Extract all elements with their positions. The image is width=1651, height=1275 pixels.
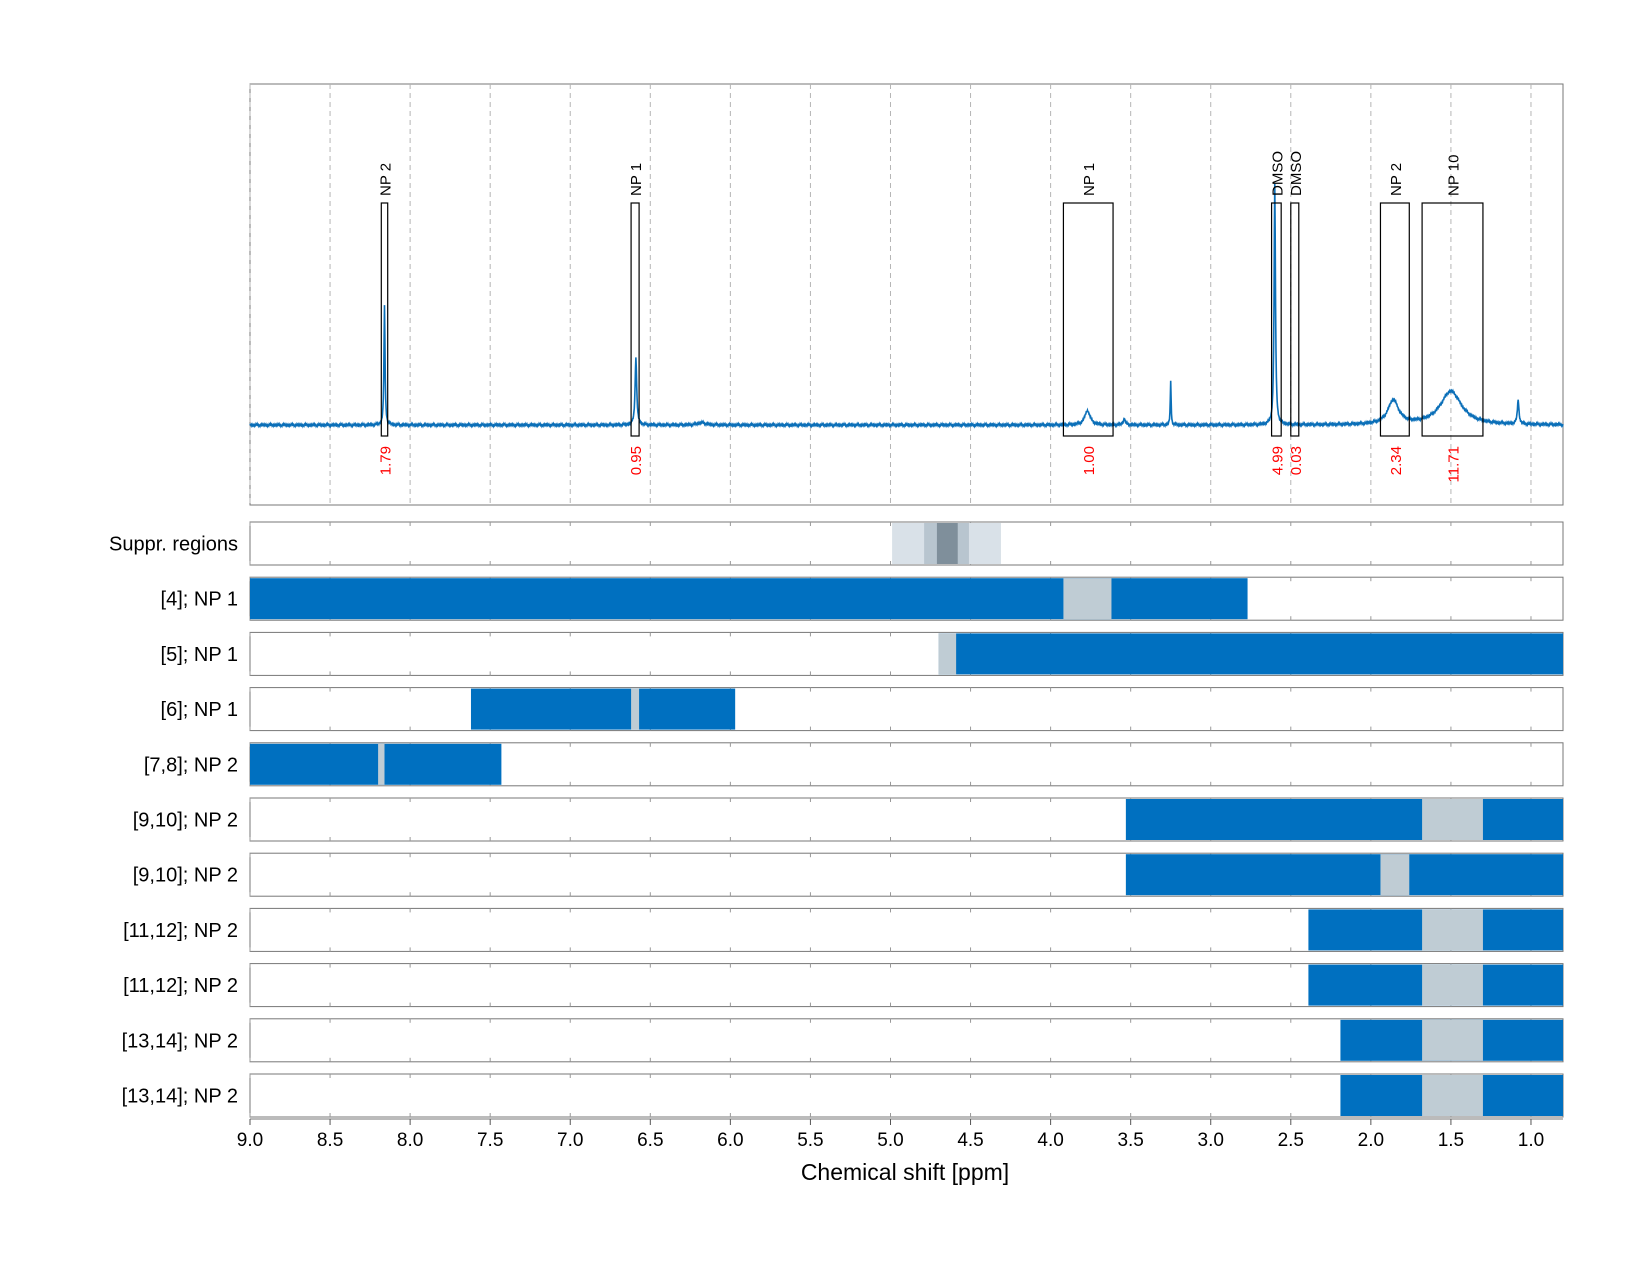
x-tick-label: 3.0 <box>1198 1130 1224 1151</box>
x-tick-label: 9.0 <box>237 1130 263 1151</box>
fit-region-bar <box>470 688 736 730</box>
integral-value: 2.34 <box>1388 446 1405 475</box>
region-label: NP 1 <box>628 163 645 196</box>
integration-region-box <box>380 202 389 437</box>
x-tick-label: 3.5 <box>1117 1130 1143 1151</box>
signal-region-bar <box>631 688 640 730</box>
fit-region-bar <box>250 743 502 785</box>
signal-region-bar <box>1422 799 1483 840</box>
track-label: Suppr. regions <box>109 534 238 556</box>
x-axis: 9.0 8.5 8.0 7.5 7.0 6.5 6.0 5.5 5.0 4.5 4.0 3.5 3.0 2… <box>237 1118 1563 1151</box>
track-label: [11,12]; NP 2 <box>123 920 238 942</box>
track-row: [6]; NP 1 <box>161 687 1564 732</box>
track-label: [4]; NP 1 <box>161 589 238 611</box>
x-tick-label: 8.0 <box>397 1130 423 1151</box>
spectrum-line <box>249 183 1564 429</box>
track-label: [11,12]; NP 2 <box>123 975 238 997</box>
spectrum-panel: NP 2 1.79 NP 1 0.95 NP 1 1.00 DMSO 4.99 DMSO 0.03… <box>249 83 1564 506</box>
integration-region-box <box>1290 202 1300 437</box>
suppression-band <box>936 523 958 564</box>
x-tick-label: 8.5 <box>317 1130 343 1151</box>
integration-region-box <box>1062 202 1114 437</box>
integral-value: 11.71 <box>1446 446 1463 482</box>
fit-region-bar <box>1125 854 1563 896</box>
signal-region-bar <box>1422 1019 1483 1061</box>
x-tick-label: 5.5 <box>797 1130 823 1151</box>
integral-value: 1.79 <box>378 446 395 475</box>
region-label: DMSO <box>1269 151 1286 196</box>
track-label: [5]; NP 1 <box>161 644 238 666</box>
track-row: [5]; NP 1 <box>161 631 1564 676</box>
tracks-panel: Suppr. regions [4]; NP 1 [5]; NP 1 [6]; NP … <box>109 521 1564 1118</box>
track-row: [4]; NP 1 <box>161 576 1564 621</box>
integral-value: 4.99 <box>1269 446 1286 475</box>
track-label: [9,10]; NP 2 <box>133 865 238 887</box>
x-tick-label: 2.5 <box>1278 1130 1304 1151</box>
track-row: [11,12]; NP 2 <box>123 963 1564 1008</box>
fit-region-bar <box>938 633 1563 675</box>
integration-region-box <box>1421 202 1484 437</box>
integration-region-box <box>1379 202 1410 437</box>
signal-region-bar <box>1422 1075 1483 1116</box>
region-label: NP 1 <box>1081 163 1098 196</box>
track-label: [6]; NP 1 <box>161 699 238 721</box>
track-row: [13,14]; NP 2 <box>122 1018 1564 1063</box>
fit-region-bar <box>1125 799 1563 840</box>
spectrum-frame <box>249 83 1564 506</box>
integration-region-box <box>1270 202 1282 437</box>
track-label: [9,10]; NP 2 <box>133 810 238 832</box>
track-row: [9,10]; NP 2 <box>133 797 1564 842</box>
x-tick-label: 7.0 <box>557 1130 583 1151</box>
x-tick-label: 7.5 <box>477 1130 503 1151</box>
signal-region-bar <box>1380 854 1410 896</box>
integration-region-box <box>630 202 640 437</box>
x-tick-label: 4.5 <box>957 1130 983 1151</box>
track-row: Suppr. regions <box>109 521 1564 566</box>
integral-value: 0.03 <box>1288 446 1305 475</box>
x-tick-label: 6.0 <box>717 1130 743 1151</box>
signal-region-bar <box>378 743 385 785</box>
x-tick-label: 2.0 <box>1358 1130 1384 1151</box>
signal-region-bar <box>1422 964 1483 1006</box>
track-row: [11,12]; NP 2 <box>123 907 1564 952</box>
x-tick-label: 6.5 <box>637 1130 663 1151</box>
signal-region-bar <box>938 633 957 675</box>
track-row: [9,10]; NP 2 <box>133 852 1564 897</box>
region-label: NP 2 <box>378 163 395 196</box>
region-label: NP 10 <box>1446 155 1463 196</box>
x-tick-label: 1.0 <box>1518 1130 1544 1151</box>
track-label: [13,14]; NP 2 <box>122 1086 238 1108</box>
track-label: [13,14]; NP 2 <box>122 1030 238 1052</box>
track-frame <box>249 687 1564 732</box>
x-axis-label: Chemical shift [ppm] <box>801 1159 1009 1185</box>
track-row: [13,14]; NP 2 <box>122 1073 1564 1118</box>
integral-value: 1.00 <box>1081 446 1098 475</box>
integral-value: 0.95 <box>628 446 645 475</box>
x-tick-label: 1.5 <box>1438 1130 1464 1151</box>
region-label: DMSO <box>1288 151 1305 196</box>
signal-region-bar <box>1422 909 1483 951</box>
x-tick-label: 5.0 <box>877 1130 903 1151</box>
track-label: [7,8]; NP 2 <box>144 754 238 776</box>
track-row: [7,8]; NP 2 <box>144 742 1564 787</box>
signal-region-bar <box>1063 578 1112 620</box>
x-tick-label: 4.0 <box>1037 1130 1063 1151</box>
region-label: NP 2 <box>1388 163 1405 196</box>
